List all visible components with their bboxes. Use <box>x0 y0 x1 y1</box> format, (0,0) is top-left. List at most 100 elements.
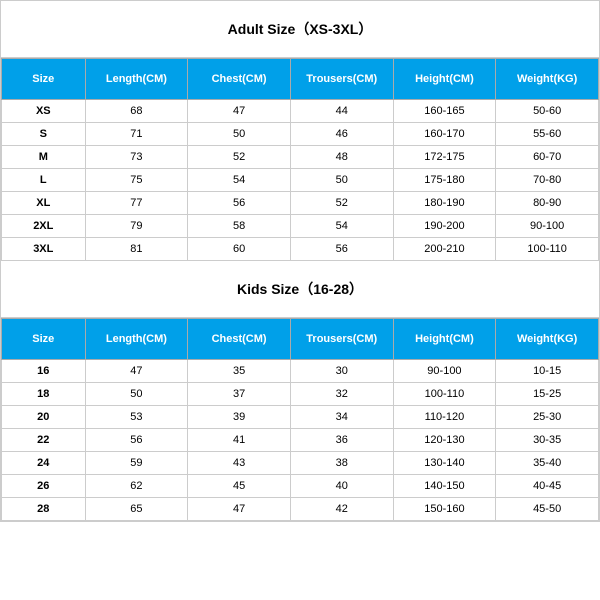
cell: 26 <box>2 475 86 498</box>
cell: 175-180 <box>393 169 496 192</box>
cell: 73 <box>85 146 188 169</box>
cell: 47 <box>188 498 291 521</box>
cell: 172-175 <box>393 146 496 169</box>
table-row: XS684744160-16550-60 <box>2 100 599 123</box>
cell: 160-170 <box>393 123 496 146</box>
cell: 77 <box>85 192 188 215</box>
col-weight: Weight(KG) <box>496 59 599 100</box>
col-chest: Chest(CM) <box>188 319 291 360</box>
cell: 44 <box>290 100 393 123</box>
cell: 160-165 <box>393 100 496 123</box>
cell: 150-160 <box>393 498 496 521</box>
cell: 40 <box>290 475 393 498</box>
cell: 2XL <box>2 215 86 238</box>
cell: 36 <box>290 429 393 452</box>
col-length: Length(CM) <box>85 59 188 100</box>
table-row: 18503732100-11015-25 <box>2 383 599 406</box>
cell: 130-140 <box>393 452 496 475</box>
col-chest: Chest(CM) <box>188 59 291 100</box>
cell: 35 <box>188 360 291 383</box>
cell: 43 <box>188 452 291 475</box>
cell: 90-100 <box>496 215 599 238</box>
table-row: 26624540140-15040-45 <box>2 475 599 498</box>
cell: 52 <box>290 192 393 215</box>
col-height: Height(CM) <box>393 59 496 100</box>
cell: 50 <box>85 383 188 406</box>
cell: 81 <box>85 238 188 261</box>
cell: 70-80 <box>496 169 599 192</box>
cell: 30-35 <box>496 429 599 452</box>
cell: 90-100 <box>393 360 496 383</box>
cell: 58 <box>188 215 291 238</box>
cell: 15-25 <box>496 383 599 406</box>
table-row: M735248172-17560-70 <box>2 146 599 169</box>
adult-size-table: Size Length(CM) Chest(CM) Trousers(CM) H… <box>1 58 599 261</box>
table-row: L755450175-18070-80 <box>2 169 599 192</box>
cell: 45 <box>188 475 291 498</box>
cell: 65 <box>85 498 188 521</box>
cell: 60 <box>188 238 291 261</box>
col-weight: Weight(KG) <box>496 319 599 360</box>
cell: 54 <box>188 169 291 192</box>
cell: S <box>2 123 86 146</box>
cell: 3XL <box>2 238 86 261</box>
cell: 34 <box>290 406 393 429</box>
cell: 140-150 <box>393 475 496 498</box>
table-row: 28654742150-16045-50 <box>2 498 599 521</box>
cell: 28 <box>2 498 86 521</box>
cell: 56 <box>188 192 291 215</box>
cell: 120-130 <box>393 429 496 452</box>
cell: 50-60 <box>496 100 599 123</box>
table-row: 3XL816056200-210100-110 <box>2 238 599 261</box>
cell: 39 <box>188 406 291 429</box>
cell: 20 <box>2 406 86 429</box>
cell: L <box>2 169 86 192</box>
cell: 32 <box>290 383 393 406</box>
cell: 35-40 <box>496 452 599 475</box>
cell: 47 <box>85 360 188 383</box>
cell: 24 <box>2 452 86 475</box>
kids-tbody: 1647353090-10010-15 18503732100-11015-25… <box>2 360 599 521</box>
cell: 22 <box>2 429 86 452</box>
cell: 18 <box>2 383 86 406</box>
cell: 38 <box>290 452 393 475</box>
table-row: S715046160-17055-60 <box>2 123 599 146</box>
table-row: 1647353090-10010-15 <box>2 360 599 383</box>
cell: 100-110 <box>393 383 496 406</box>
cell: 79 <box>85 215 188 238</box>
cell: 41 <box>188 429 291 452</box>
kids-section-title: Kids Size（16-28） <box>1 261 599 318</box>
cell: 100-110 <box>496 238 599 261</box>
table-row: XL775652180-19080-90 <box>2 192 599 215</box>
table-row: 22564136120-13030-35 <box>2 429 599 452</box>
cell: 50 <box>290 169 393 192</box>
kids-size-table: Size Length(CM) Chest(CM) Trousers(CM) H… <box>1 318 599 521</box>
size-chart-container: Adult Size（XS-3XL） Size Length(CM) Chest… <box>0 0 600 522</box>
cell: 56 <box>85 429 188 452</box>
cell: 46 <box>290 123 393 146</box>
cell: XS <box>2 100 86 123</box>
col-length: Length(CM) <box>85 319 188 360</box>
cell: 200-210 <box>393 238 496 261</box>
cell: 48 <box>290 146 393 169</box>
cell: M <box>2 146 86 169</box>
cell: 45-50 <box>496 498 599 521</box>
table-row: 20533934110-12025-30 <box>2 406 599 429</box>
adult-section-title: Adult Size（XS-3XL） <box>1 1 599 58</box>
cell: 10-15 <box>496 360 599 383</box>
col-height: Height(CM) <box>393 319 496 360</box>
col-trousers: Trousers(CM) <box>290 59 393 100</box>
cell: 30 <box>290 360 393 383</box>
cell: 59 <box>85 452 188 475</box>
cell: 55-60 <box>496 123 599 146</box>
cell: 50 <box>188 123 291 146</box>
cell: 68 <box>85 100 188 123</box>
cell: 42 <box>290 498 393 521</box>
cell: 62 <box>85 475 188 498</box>
col-size: Size <box>2 59 86 100</box>
cell: 75 <box>85 169 188 192</box>
col-size: Size <box>2 319 86 360</box>
adult-header-row: Size Length(CM) Chest(CM) Trousers(CM) H… <box>2 59 599 100</box>
cell: 52 <box>188 146 291 169</box>
cell: 25-30 <box>496 406 599 429</box>
